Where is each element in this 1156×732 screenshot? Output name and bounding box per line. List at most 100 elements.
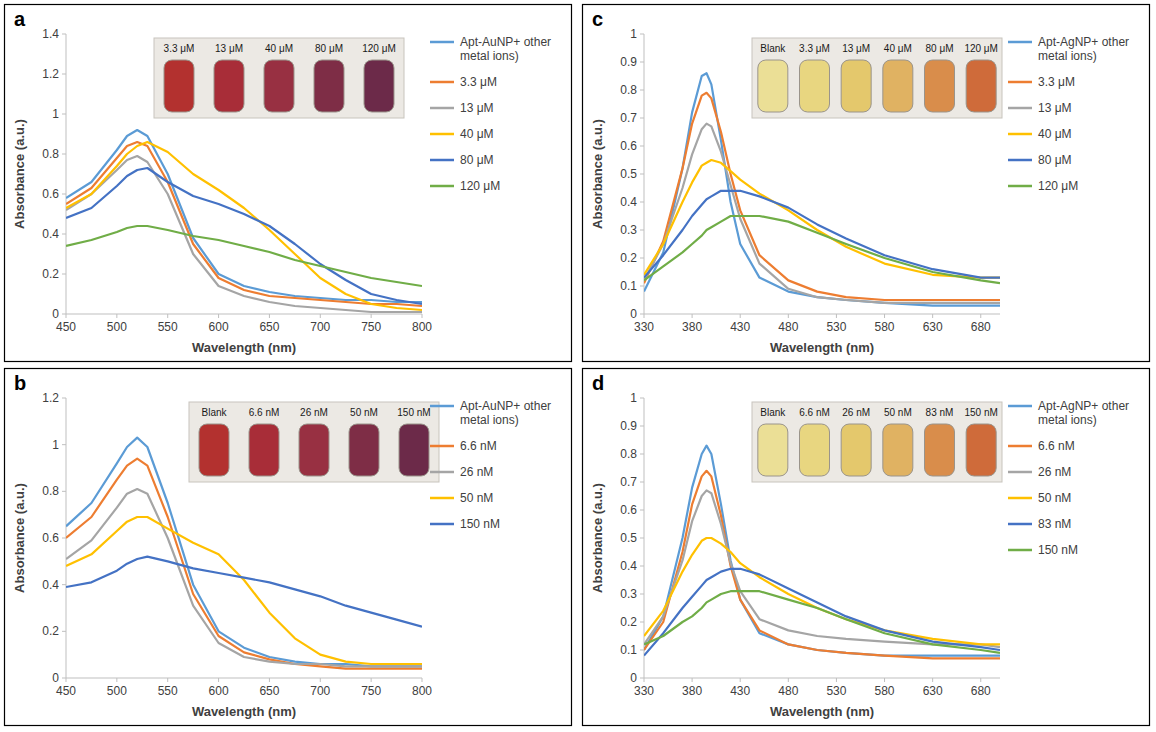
x-tick-label: 550 bbox=[158, 684, 178, 698]
y-tick bbox=[640, 202, 644, 203]
legend-label: 3.3 μM bbox=[460, 75, 497, 89]
y-tick bbox=[62, 314, 66, 315]
x-tick bbox=[740, 678, 741, 682]
x-tick-label: 680 bbox=[971, 320, 991, 334]
series-line bbox=[66, 489, 422, 666]
y-tick bbox=[640, 174, 644, 175]
y-tick bbox=[640, 622, 644, 623]
inset-label: Blank bbox=[201, 407, 227, 418]
legend-swatch bbox=[1008, 133, 1032, 136]
legend-swatch bbox=[430, 523, 454, 526]
y-tick bbox=[62, 194, 66, 195]
x-tick-label: 500 bbox=[107, 320, 127, 334]
y-tick-label: 0.5 bbox=[620, 531, 637, 545]
legend-label: 150 nM bbox=[1038, 543, 1078, 557]
inset-label: 50 nM bbox=[350, 407, 378, 418]
x-tick-label: 450 bbox=[56, 320, 76, 334]
legend-swatch bbox=[1008, 549, 1032, 552]
y-tick bbox=[640, 398, 644, 399]
inset-frame bbox=[189, 402, 439, 482]
legend-label: 83 nM bbox=[1038, 517, 1071, 531]
x-axis-title: Wavelength (nm) bbox=[192, 340, 296, 355]
series-line bbox=[66, 142, 422, 310]
legend-line: 50 nM bbox=[460, 491, 493, 505]
inset-label: 3.3 μM bbox=[164, 43, 195, 54]
inset: Blank3.3 μM13 μM40 μM80 μM120 μM bbox=[752, 38, 1002, 118]
tube bbox=[800, 424, 830, 476]
x-tick bbox=[167, 314, 168, 318]
legend-label: Apt-AgNP+ othermetal ions) bbox=[1038, 35, 1129, 63]
x-tick bbox=[422, 678, 423, 682]
x-tick bbox=[692, 678, 693, 682]
legend-swatch bbox=[430, 405, 454, 408]
series-line bbox=[644, 490, 1000, 647]
y-tick-label: 1 bbox=[630, 391, 637, 405]
series-line bbox=[66, 459, 422, 669]
legend-label: 150 nM bbox=[460, 517, 500, 531]
x-tick-label: 630 bbox=[923, 320, 943, 334]
x-tick bbox=[371, 678, 372, 682]
legend-line: 120 μM bbox=[460, 179, 500, 193]
y-tick bbox=[640, 90, 644, 91]
y-tick bbox=[62, 584, 66, 585]
y-tick-label: 1.2 bbox=[42, 67, 59, 81]
y-tick-label: 0.4 bbox=[620, 195, 637, 209]
legend-swatch bbox=[430, 159, 454, 162]
y-tick bbox=[640, 62, 644, 63]
x-tick bbox=[66, 314, 67, 318]
series-line bbox=[644, 216, 1000, 283]
tube bbox=[199, 424, 229, 476]
inset-frame bbox=[154, 38, 404, 118]
legend-swatch bbox=[430, 445, 454, 448]
inset-label: 120 μM bbox=[362, 43, 396, 54]
y-tick bbox=[62, 274, 66, 275]
y-tick bbox=[640, 314, 644, 315]
x-tick-label: 630 bbox=[923, 684, 943, 698]
y-axis-title: Absorbance (a.u.) bbox=[590, 483, 605, 593]
y-tick-label: 1 bbox=[630, 27, 637, 41]
x-tick-label: 500 bbox=[107, 684, 127, 698]
y-tick bbox=[640, 34, 644, 35]
legend-label: Apt-AuNP+ othermetal ions) bbox=[460, 35, 551, 63]
tube bbox=[966, 60, 996, 112]
x-tick-label: 700 bbox=[310, 684, 330, 698]
y-tick-label: 0.3 bbox=[620, 587, 637, 601]
tube bbox=[800, 60, 830, 112]
tube bbox=[249, 424, 279, 476]
x-tick bbox=[788, 678, 789, 682]
y-tick-label: 0.4 bbox=[620, 559, 637, 573]
y-tick bbox=[62, 74, 66, 75]
tube bbox=[314, 60, 344, 112]
legend-line: 13 μM bbox=[460, 101, 494, 115]
tube bbox=[841, 424, 871, 476]
legend-line: metal ions) bbox=[460, 413, 519, 427]
x-tick bbox=[740, 314, 741, 318]
x-tick-label: 480 bbox=[778, 320, 798, 334]
legend-label: 3.3 μM bbox=[1038, 75, 1075, 89]
tube bbox=[841, 60, 871, 112]
y-tick bbox=[640, 426, 644, 427]
legend-line: metal ions) bbox=[1038, 49, 1097, 63]
legend-swatch bbox=[1008, 405, 1032, 408]
legend-line: metal ions) bbox=[460, 49, 519, 63]
legend-swatch bbox=[1008, 81, 1032, 84]
y-tick-label: 0 bbox=[630, 307, 637, 321]
x-tick-label: 580 bbox=[875, 684, 895, 698]
legend-label: Apt-AuNP+ othermetal ions) bbox=[460, 399, 551, 427]
panel-letter: d bbox=[592, 372, 604, 394]
legend-swatch bbox=[1008, 445, 1032, 448]
x-tick-label: 650 bbox=[259, 684, 279, 698]
panel-frame bbox=[583, 369, 1150, 726]
tube bbox=[925, 424, 955, 476]
y-axis-title: Absorbance (a.u.) bbox=[12, 483, 27, 593]
panel-letter: c bbox=[592, 8, 603, 30]
legend-swatch bbox=[1008, 471, 1032, 474]
legend-line: 150 nM bbox=[460, 517, 500, 531]
y-tick bbox=[640, 566, 644, 567]
x-axis bbox=[66, 314, 422, 315]
legend-swatch bbox=[430, 497, 454, 500]
inset-label: 150 nM bbox=[964, 407, 997, 418]
y-tick-label: 0.6 bbox=[42, 187, 59, 201]
y-tick-label: 1.2 bbox=[42, 391, 59, 405]
y-tick bbox=[640, 538, 644, 539]
